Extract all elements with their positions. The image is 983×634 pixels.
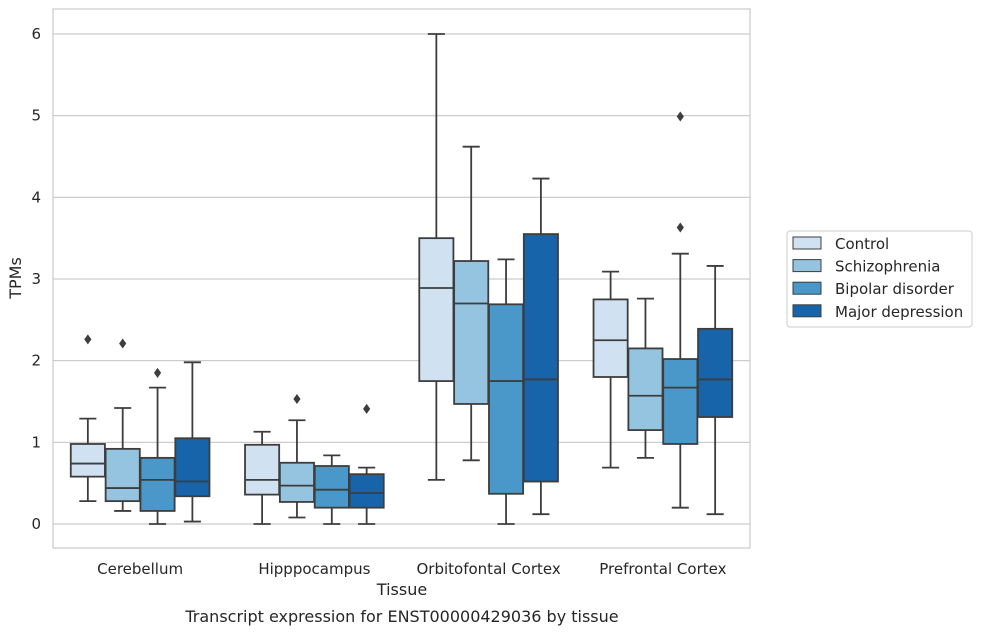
iqr-box <box>313 465 350 509</box>
box-1-3 <box>348 403 385 525</box>
legend-swatch <box>792 281 822 295</box>
iqr-box <box>418 237 455 382</box>
x-axis-title: Tissue <box>376 580 427 599</box>
legend-frame <box>786 230 973 328</box>
box-3-0 <box>592 270 629 469</box>
box-0-2 <box>139 367 176 525</box>
y-tick-label: 2 <box>31 352 41 370</box>
outlier-point <box>84 334 92 345</box>
box-1-0 <box>244 430 281 525</box>
legend-label: Control <box>835 235 889 253</box>
legend-swatch <box>792 259 822 273</box>
box-2-2 <box>488 258 525 525</box>
box-1-1 <box>278 394 315 519</box>
outlier-point <box>293 394 301 405</box>
legend: Control Schizophrenia Bipolar disorder Majo… <box>786 230 973 328</box>
iqr-box <box>453 260 490 405</box>
iqr-box <box>139 456 176 512</box>
iqr-box <box>627 347 664 431</box>
box-0-3 <box>174 361 211 523</box>
legend-label: Major depression <box>835 303 963 321</box>
box-0-1 <box>104 338 141 512</box>
outlier-point <box>153 367 162 378</box>
legend-label: Schizophrenia <box>835 258 940 276</box>
legend-swatch <box>792 304 822 318</box>
y-tick-label: 3 <box>31 270 41 288</box>
x-tick-label: Orbitofontal Cortex <box>417 560 561 578</box>
box-2-3 <box>522 177 559 516</box>
iqr-box <box>69 443 106 478</box>
x-tick-label: Prefrontal Cortex <box>599 560 726 578</box>
x-tick-label: Hipppocampus <box>258 560 370 578</box>
x-tick-label: Cerebellum <box>97 560 183 578</box>
iqr-box <box>522 233 559 483</box>
iqr-box <box>174 437 211 498</box>
y-tick-label: 5 <box>31 107 41 125</box>
y-tick-label: 0 <box>31 515 41 533</box>
legend-swatch <box>792 236 822 250</box>
box-3-3 <box>697 265 734 516</box>
box-0-0 <box>69 334 106 503</box>
gridlines <box>53 33 750 525</box>
y-tick-label: 4 <box>31 188 41 206</box>
outlier-point <box>363 403 371 414</box>
box-2-1 <box>453 145 490 462</box>
y-tick-labels: 0 1 2 3 4 5 6 <box>31 25 41 533</box>
boxes <box>69 33 734 525</box>
outlier-point <box>676 222 684 233</box>
iqr-box <box>278 461 315 503</box>
box-1-2 <box>313 454 350 525</box>
iqr-box <box>697 327 734 418</box>
box-2-0 <box>418 33 455 481</box>
iqr-box <box>348 473 385 509</box>
iqr-box <box>104 447 141 503</box>
chart-caption: Transcript expression for ENST0000042903… <box>184 607 618 626</box>
y-tick-label: 1 <box>31 433 41 451</box>
outlier-point <box>676 111 684 122</box>
legend-label: Bipolar disorder <box>835 280 955 298</box>
x-tick-labels: Cerebellum Hipppocampus Orbitofontal Corte… <box>97 560 726 578</box>
box-3-2 <box>662 111 699 509</box>
iqr-box <box>244 443 281 496</box>
iqr-box <box>592 298 629 378</box>
box-3-1 <box>627 297 664 459</box>
y-tick-label: 6 <box>31 25 41 43</box>
iqr-box <box>488 303 525 495</box>
iqr-box <box>662 358 699 445</box>
outlier-point <box>119 338 127 349</box>
plot-area-frame <box>52 8 751 549</box>
y-axis-title: TPMs <box>6 257 25 300</box>
